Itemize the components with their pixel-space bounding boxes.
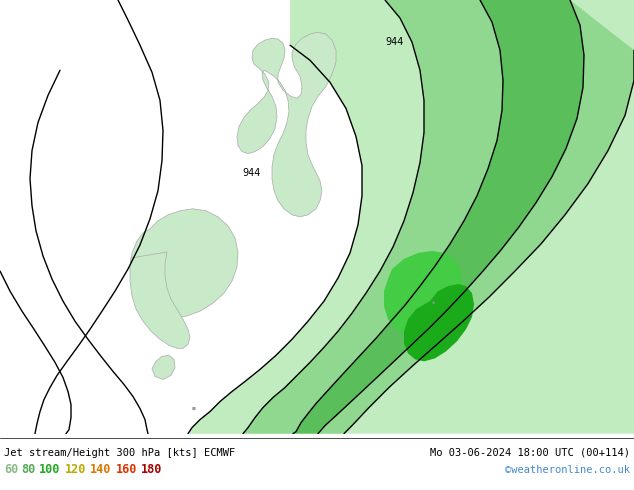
- Polygon shape: [404, 284, 474, 362]
- Text: 80: 80: [22, 464, 36, 476]
- Text: 60: 60: [4, 464, 18, 476]
- Text: Mo 03-06-2024 18:00 UTC (00+114): Mo 03-06-2024 18:00 UTC (00+114): [430, 448, 630, 458]
- Polygon shape: [293, 0, 584, 434]
- Polygon shape: [243, 0, 503, 434]
- Text: 140: 140: [90, 464, 112, 476]
- Polygon shape: [130, 209, 238, 318]
- Text: 180: 180: [141, 464, 162, 476]
- Polygon shape: [384, 251, 462, 335]
- Polygon shape: [188, 0, 424, 434]
- Polygon shape: [404, 284, 474, 362]
- Polygon shape: [237, 32, 336, 217]
- Text: 160: 160: [115, 464, 137, 476]
- Polygon shape: [130, 252, 190, 348]
- Text: 100: 100: [39, 464, 61, 476]
- Polygon shape: [152, 355, 175, 379]
- Text: ©weatheronline.co.uk: ©weatheronline.co.uk: [505, 465, 630, 475]
- Text: 944: 944: [242, 168, 261, 178]
- Text: Jet stream/Height 300 hPa [kts] ECMWF: Jet stream/Height 300 hPa [kts] ECMWF: [4, 448, 235, 458]
- Polygon shape: [318, 0, 634, 434]
- Text: *: *: [432, 301, 436, 307]
- Text: 120: 120: [65, 464, 86, 476]
- Polygon shape: [188, 0, 634, 434]
- Text: 944: 944: [385, 37, 403, 47]
- Text: ■: ■: [192, 407, 196, 411]
